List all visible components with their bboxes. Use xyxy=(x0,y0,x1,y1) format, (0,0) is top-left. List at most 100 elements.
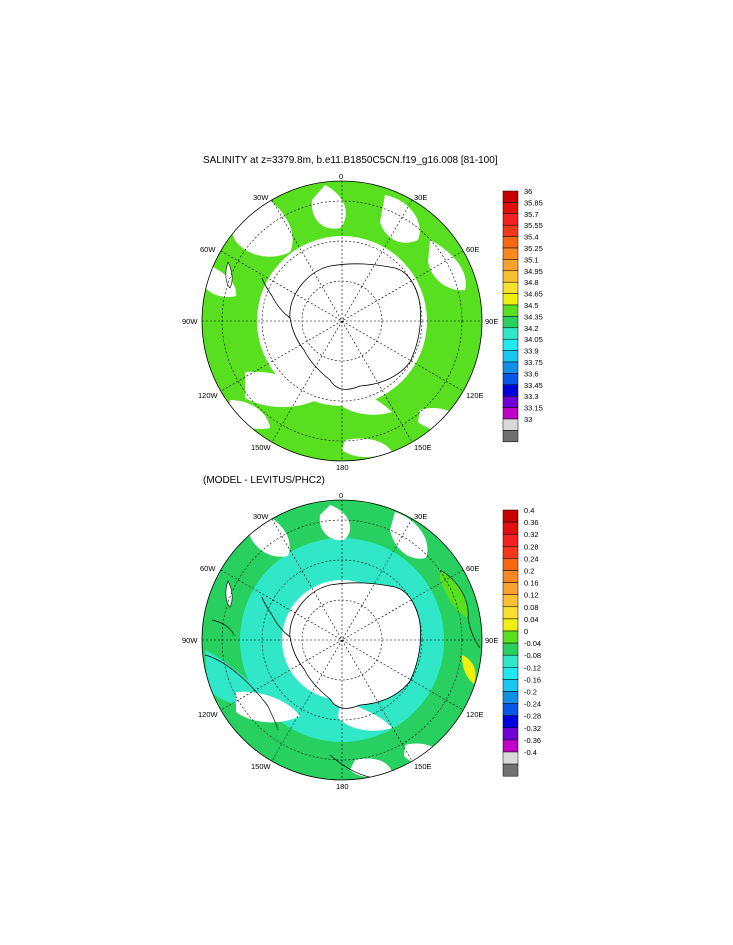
colorbar-swatch xyxy=(502,618,519,632)
lon-label: 90W xyxy=(182,636,198,645)
colorbar-swatch xyxy=(502,703,519,716)
lon-label: 60E xyxy=(466,564,479,573)
colorbar-swatch xyxy=(502,521,519,535)
colorbar-tick-label: 0.36 xyxy=(524,518,539,527)
salinity-field xyxy=(202,181,482,461)
colorbar-tick-label: 0.32 xyxy=(524,530,539,539)
colorbar-tick-label: -0.04 xyxy=(524,639,541,648)
lon-label: 150E xyxy=(414,443,432,452)
colorbar-swatch xyxy=(502,558,519,571)
lon-label: 150E xyxy=(414,762,432,771)
colorbar-swatch xyxy=(502,293,519,306)
colorbar-tick-label: 0.4 xyxy=(524,506,534,515)
lon-label: 0 xyxy=(339,172,343,181)
colorbar-tick-label: -0.08 xyxy=(524,651,541,660)
lon-label: 180 xyxy=(336,782,349,791)
colorbar-tick-label: -0.16 xyxy=(524,675,541,684)
colorbar-tick-label: -0.4 xyxy=(524,748,537,757)
colorbar-swatch xyxy=(502,594,519,608)
colorbar-swatch xyxy=(502,236,519,249)
colorbar-tick-label: 0.24 xyxy=(524,554,539,563)
lon-label: 90W xyxy=(182,317,198,326)
colorbar-tick-label: 33 xyxy=(524,415,532,424)
colorbar-swatch xyxy=(502,642,519,656)
antarctica-coast xyxy=(289,263,421,390)
colorbar-tick-label: -0.2 xyxy=(524,688,537,697)
colorbar-tick-label: -0.24 xyxy=(524,700,541,709)
colorbar-swatch xyxy=(502,384,519,397)
lon-label: 120E xyxy=(466,391,484,400)
lon-label: 30W xyxy=(253,512,269,521)
colorbar-swatch xyxy=(502,327,519,340)
colorbar-swatch xyxy=(502,316,519,329)
colorbar-swatch xyxy=(502,202,519,215)
colorbar-swatch xyxy=(502,350,519,363)
colorbar-tick-label: 35.25 xyxy=(524,244,543,253)
polar-map-2: 0 30E 60E 90E 120E 150E 180 150W 120W 90… xyxy=(182,491,498,791)
colorbar-swatch xyxy=(502,395,519,408)
colorbar-swatch xyxy=(502,570,519,583)
colorbar-tick-label: 34.2 xyxy=(524,324,539,333)
difference-field xyxy=(202,500,482,780)
lon-label: 30W xyxy=(253,193,269,202)
colorbar-tick-label: 0.16 xyxy=(524,579,539,588)
panel1-title: SALINITY at z=3379.8m, b.e11.B1850C5CN.f… xyxy=(203,155,498,166)
colorbar-swatch xyxy=(502,224,519,237)
colorbar-tick-label: 34.8 xyxy=(524,278,539,287)
colorbar-swatch xyxy=(502,630,519,644)
lon-label: 150W xyxy=(251,443,272,452)
lon-label: 120W xyxy=(198,710,219,719)
colorbar-swatch xyxy=(502,361,519,374)
colorbar-tick-label: 0.04 xyxy=(524,615,539,624)
colorbar-1: 36 35.85 35.7 35.55 35.4 35.25 35.1 34.95 34.8 34… xyxy=(502,187,543,443)
lon-label: 120E xyxy=(466,710,484,719)
colorbar-swatch xyxy=(502,281,519,294)
colorbar-swatch xyxy=(502,270,519,283)
colorbar-tick-label: 33.45 xyxy=(524,381,543,390)
colorbar-tick-label: 36 xyxy=(524,187,532,196)
colorbar-swatch xyxy=(502,259,519,272)
colorbar-swatch xyxy=(502,691,519,704)
colorbar-tick-label: -0.28 xyxy=(524,712,541,721)
colorbar-swatch xyxy=(502,509,519,523)
colorbar-2: 0.4 0.36 0.32 0.28 0.24 0.2 0.16 0.12 0.08 0.04 0 -… xyxy=(502,506,541,777)
colorbar-swatch xyxy=(502,304,519,317)
graticule-1 xyxy=(202,181,482,461)
lon-label: 30E xyxy=(414,512,427,521)
colorbar-tick-label: 35.85 xyxy=(524,198,543,207)
colorbar-tick-label: 35.1 xyxy=(524,255,539,264)
colorbar-swatch xyxy=(502,190,519,203)
colorbar-tick-label: 0.08 xyxy=(524,603,539,612)
colorbar-tick-label: 34.5 xyxy=(524,301,539,310)
lon-label: 0 xyxy=(339,491,343,500)
colorbar-swatch xyxy=(502,727,519,741)
colorbar-tick-label: 0.12 xyxy=(524,591,539,600)
lon-label: 60W xyxy=(200,564,216,573)
colorbar-tick-label: 33.9 xyxy=(524,347,539,356)
lon-label: 180 xyxy=(336,463,349,472)
lon-label: 60E xyxy=(466,245,479,254)
colorbar-tick-label: -0.36 xyxy=(524,736,541,745)
colorbar-swatch xyxy=(502,667,519,680)
colorbar-swatch xyxy=(502,247,519,260)
colorbar-tick-label: 34.65 xyxy=(524,290,543,299)
colorbar-swatch xyxy=(502,373,519,386)
polar-map-1: 0 30E 60E 90E 120E 150E 180 150W 120W 90… xyxy=(182,172,498,472)
colorbar-swatch xyxy=(502,739,519,753)
colorbar-tick-label: 33.75 xyxy=(524,358,543,367)
colorbar-swatch xyxy=(502,533,519,547)
antarctica-coast-2 xyxy=(289,582,421,709)
lon-label: 60W xyxy=(200,245,216,254)
colorbar-swatch xyxy=(502,213,519,226)
colorbar-tick-label: -0.12 xyxy=(524,663,541,672)
colorbar-swatch xyxy=(502,679,519,692)
lon-label: 120W xyxy=(198,391,219,400)
colorbar-swatch xyxy=(502,582,519,595)
graticule-2 xyxy=(202,500,482,780)
colorbar-tick-label: 0 xyxy=(524,627,528,636)
colorbar-tick-label: -0.32 xyxy=(524,724,541,733)
colorbar-tick-label: 35.4 xyxy=(524,233,539,242)
colorbar-swatch xyxy=(502,715,519,729)
lon-label: 90E xyxy=(485,636,498,645)
